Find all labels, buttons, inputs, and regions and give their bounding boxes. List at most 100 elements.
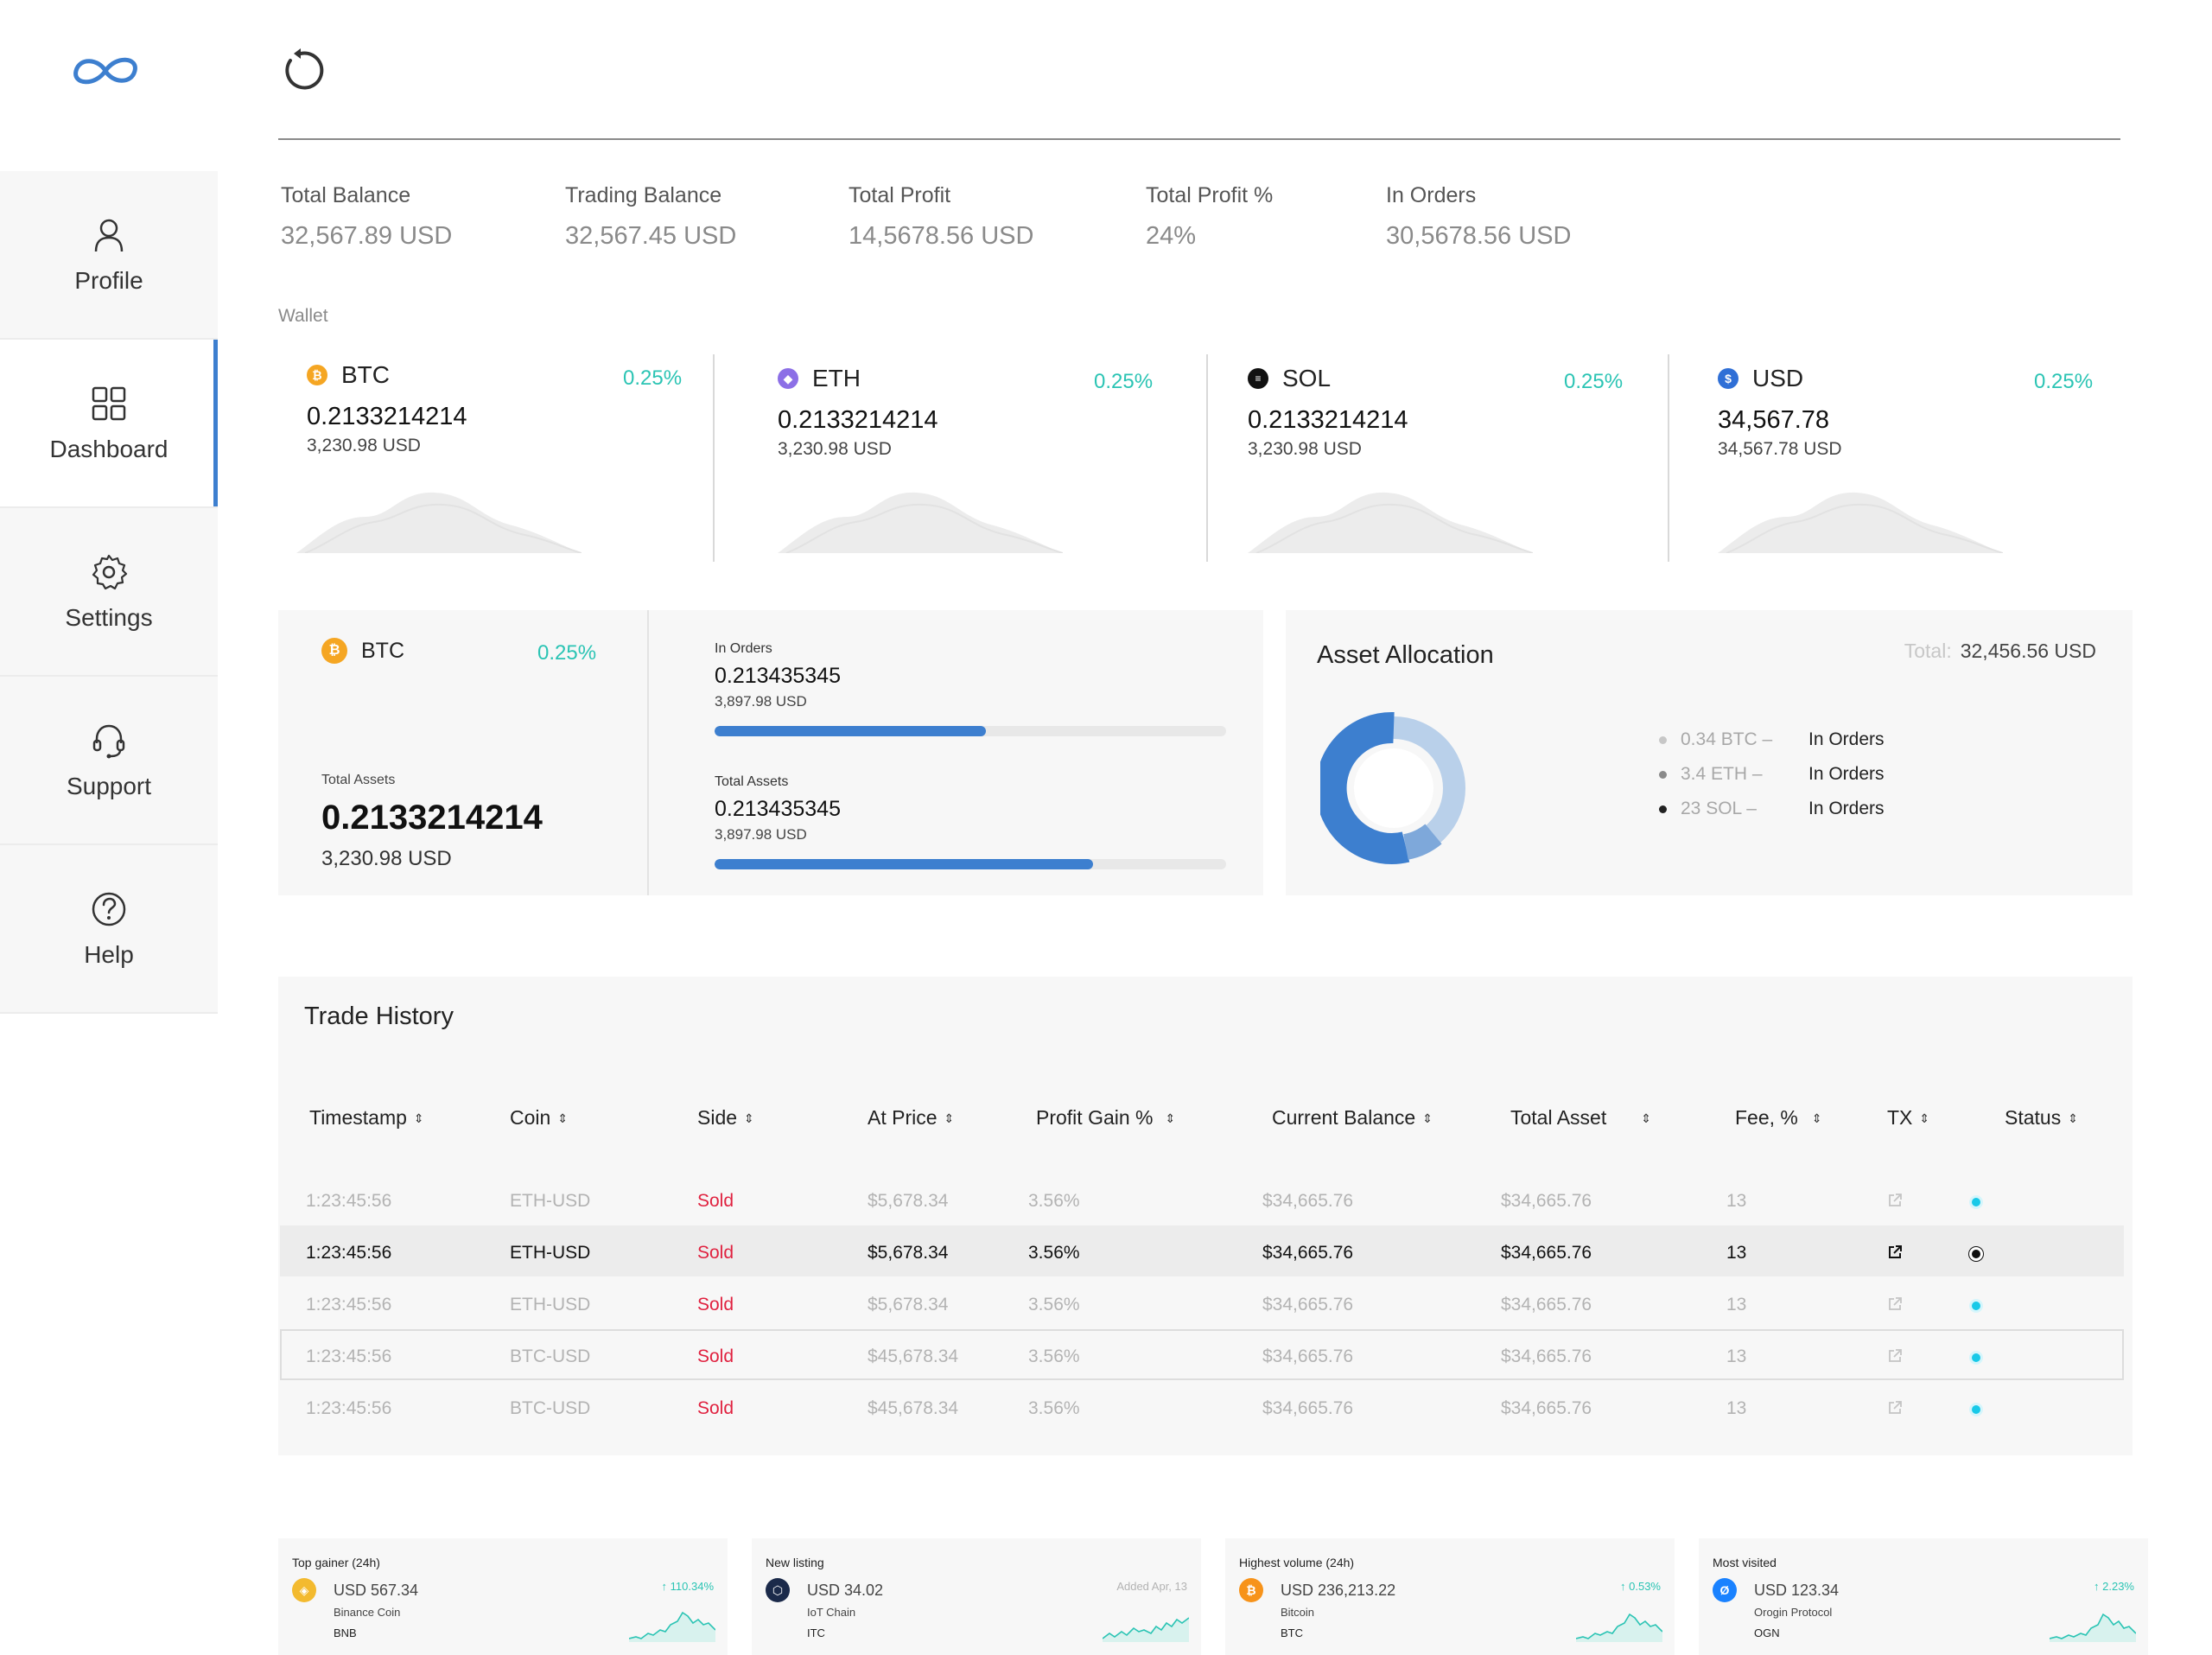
detail-divider [647, 610, 649, 895]
market-card-top-gainer[interactable]: Top gainer (24h) ◈ USD 567.34 Binance Co… [278, 1538, 728, 1655]
wallet-change: 0.25% [2034, 370, 2094, 393]
stat-value: 32,567.45 USD [565, 222, 737, 250]
sparkline-chart [2050, 1613, 2136, 1642]
grid-icon [92, 386, 126, 420]
sidebar-item-help[interactable]: Help [0, 845, 218, 1014]
cell-gain: 3.56% [1028, 1398, 1080, 1418]
stat-label: Trading Balance [565, 183, 722, 207]
market-card-new-listing[interactable]: New listing ⬡ USD 34.02 IoT Chain ITC Ad… [752, 1538, 1201, 1655]
stat-label: Total Profit [849, 183, 951, 207]
external-link-icon[interactable] [1887, 1400, 1903, 1416]
in-orders-amount: 0.213435345 [715, 664, 841, 688]
stat-value: 14,5678.56 USD [849, 222, 1034, 250]
sparkline-chart [629, 1611, 715, 1642]
sparkline-chart [1103, 1617, 1189, 1642]
cell-side: Sold [697, 1191, 734, 1211]
wallet-card-sol[interactable]: ≡ SOL 0.25% 0.2133214214 3,230.98 USD [1248, 354, 1654, 562]
market-category: Highest volume (24h) [1239, 1556, 1355, 1569]
external-link-icon[interactable] [1887, 1348, 1903, 1364]
external-link-icon[interactable] [1887, 1193, 1903, 1208]
sort-icon: ⇕ [1641, 1111, 1651, 1126]
column-header-timestamp[interactable]: Timestamp ⇕ [309, 1106, 424, 1130]
cell-price: $45,678.34 [868, 1346, 959, 1366]
market-coin-name: Orogin Protocol [1754, 1606, 1833, 1619]
column-header-side[interactable]: Side ⇕ [697, 1106, 754, 1130]
stat-value: 32,567.89 USD [281, 222, 453, 250]
table-row[interactable]: 1:23:45:56 ETH-USD Sold $5,678.34 3.56% … [280, 1277, 2124, 1328]
column-header-balance[interactable]: Current Balance ⇕ [1272, 1106, 1433, 1130]
bnb-icon: ◈ [292, 1578, 316, 1602]
legend-item: 0.34 BTC – In Orders [1659, 722, 1885, 757]
sidebar-item-label: Dashboard [49, 435, 168, 462]
cell-fee: 13 [1726, 1346, 1747, 1366]
market-price: USD 123.34 [1754, 1582, 1840, 1599]
allocation-total-value: 32,456.56 USD [1960, 640, 2096, 662]
wallet-card-eth[interactable]: ◆ ETH 0.25% 0.2133214214 3,230.98 USD [778, 354, 1184, 562]
in-orders-progress-fill [715, 726, 986, 736]
asset-allocation-panel: Asset Allocation Total: 32,456.56 USD 0.3… [1286, 610, 2133, 895]
sidebar-item-support[interactable]: Support [0, 677, 218, 845]
cell-coin: ETH-USD [510, 1243, 591, 1263]
legend-item: 23 SOL – In Orders [1659, 792, 1885, 826]
cell-coin: ETH-USD [510, 1191, 591, 1211]
table-row[interactable]: 1:23:45:56 BTC-USD Sold $45,678.34 3.56%… [280, 1381, 2124, 1432]
cell-price: $5,678.34 [868, 1295, 949, 1314]
sidebar-item-profile[interactable]: Profile [0, 171, 218, 340]
wallet-area-chart [296, 492, 582, 553]
external-link-icon[interactable] [1887, 1244, 1903, 1260]
external-link-icon[interactable] [1887, 1296, 1903, 1312]
trade-history-title: Trade History [304, 1003, 454, 1030]
gear-icon [92, 554, 128, 589]
table-row[interactable]: 1:23:45:56 BTC-USD Sold $45,678.34 3.56%… [280, 1329, 2124, 1380]
cell-timestamp: 1:23:45:56 [306, 1295, 392, 1314]
market-card-highest-volume[interactable]: Highest volume (24h) ₿ USD 236,213.22 Bi… [1225, 1538, 1675, 1655]
stat-label: Total Profit % [1146, 183, 1274, 207]
market-coin-symbol: ITC [807, 1626, 825, 1639]
wallet-usd: 3,230.98 USD [1248, 439, 1362, 459]
wallet-usd: 3,230.98 USD [778, 439, 892, 459]
market-coin-symbol: OGN [1754, 1626, 1780, 1639]
wallet-card-btc[interactable]: ₿ BTC 0.25% 0.2133214214 3,230.98 USD [296, 354, 713, 562]
wallet-divider [713, 354, 715, 562]
wallet-card-usd[interactable]: $ USD 0.25% 34,567.78 34,567.78 USD [1718, 354, 2124, 562]
wallet-change: 0.25% [1094, 370, 1154, 393]
logo-icon [73, 57, 137, 85]
cell-gain: 3.56% [1028, 1295, 1080, 1314]
cell-asset: $34,665.76 [1501, 1398, 1592, 1418]
cell-asset: $34,665.76 [1501, 1346, 1592, 1366]
column-header-fee[interactable]: Fee, % ⇕ [1735, 1106, 1822, 1130]
column-label: TX [1887, 1106, 1913, 1129]
market-coin-symbol: BTC [1281, 1626, 1303, 1639]
refresh-icon[interactable] [278, 47, 327, 95]
table-row[interactable]: 1:23:45:56 ETH-USD Sold $5,678.34 3.56% … [280, 1225, 2124, 1276]
market-coin-symbol: BNB [334, 1626, 357, 1639]
total-assets-right-label: Total Assets [715, 774, 789, 789]
wallet-amount: 0.2133214214 [778, 406, 938, 434]
sort-icon: ⇕ [1422, 1111, 1433, 1126]
table-row[interactable]: 1:23:45:56 ETH-USD Sold $5,678.34 3.56% … [280, 1174, 2124, 1225]
column-header-price[interactable]: At Price ⇕ [868, 1106, 954, 1130]
header-divider [278, 138, 2120, 140]
stat-total-balance: Total Balance 32,567.89 USD [281, 183, 452, 251]
wallet-divider [1206, 354, 1208, 562]
wallet-symbol: SOL [1282, 365, 1332, 391]
legend-status: In Orders [1808, 764, 1885, 784]
stat-total-profit: Total Profit 14,5678.56 USD [849, 183, 1033, 251]
column-header-coin[interactable]: Coin ⇕ [510, 1106, 568, 1130]
market-coin-name: Binance Coin [334, 1606, 401, 1619]
wallet-amount: 0.2133214214 [307, 403, 467, 430]
market-coin-name: Bitcoin [1281, 1606, 1315, 1619]
legend-bullet [1659, 770, 1667, 779]
column-header-tx[interactable]: TX ⇕ [1887, 1106, 1929, 1130]
column-header-asset[interactable]: Total Asset ⇕ [1510, 1106, 1651, 1130]
column-header-status[interactable]: Status ⇕ [2005, 1106, 2078, 1130]
bitcoin-icon: ₿ [1239, 1578, 1263, 1602]
legend-bullet [1659, 735, 1667, 744]
cell-gain: 3.56% [1028, 1243, 1080, 1263]
column-header-profit[interactable]: Profit Gain % ⇕ [1036, 1106, 1175, 1130]
market-card-most-visited[interactable]: Most visited Ø USD 123.34 Orogin Protoco… [1699, 1538, 2148, 1655]
status-indicator [1972, 1353, 1980, 1362]
legend-status: In Orders [1808, 799, 1885, 818]
sidebar-item-dashboard[interactable]: Dashboard [0, 340, 218, 508]
sidebar-item-settings[interactable]: Settings [0, 508, 218, 677]
